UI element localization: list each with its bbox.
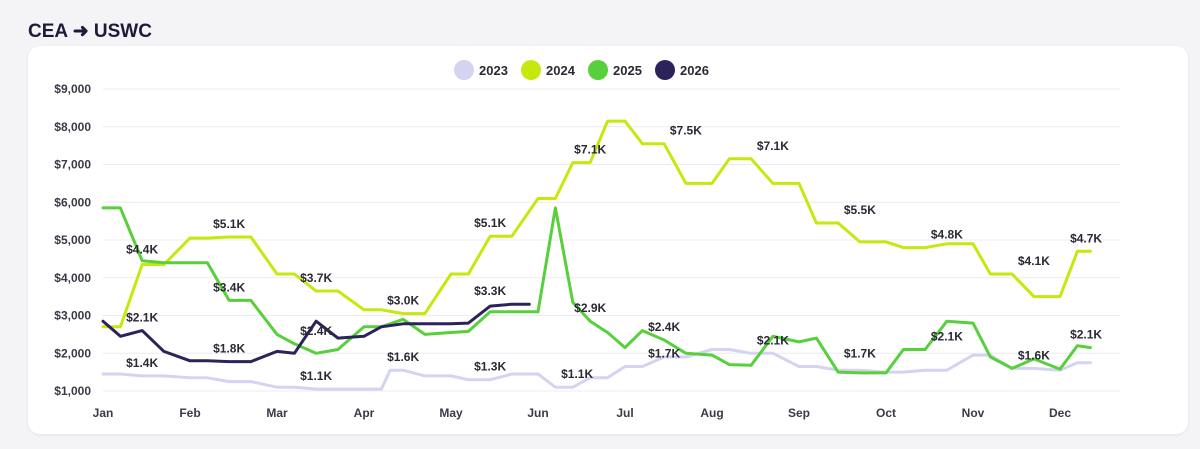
data-labels: $4.4K $2.1K $1.4K $5.1K $3.4K $1.8K $3.7K $2.4K… bbox=[126, 124, 1102, 383]
data-label: $1.8K bbox=[213, 342, 245, 356]
y-tick-label: $6,000 bbox=[54, 195, 91, 209]
data-label: $5.1K bbox=[213, 217, 245, 231]
y-tick-label: $8,000 bbox=[54, 120, 91, 134]
legend-swatch bbox=[521, 60, 541, 80]
data-label: $1.3K bbox=[474, 360, 506, 374]
x-tick-label: May bbox=[439, 406, 463, 420]
data-label: $2.9K bbox=[574, 301, 606, 315]
data-label: $1.6K bbox=[1018, 348, 1050, 362]
legend-item-2025[interactable]: 2025 bbox=[588, 60, 642, 80]
data-label: $3.7K bbox=[300, 271, 332, 285]
x-axis: Jan Feb Mar Apr May Jun Jul Aug Sep Oct Nov Dec bbox=[93, 406, 1072, 420]
legend-swatch bbox=[588, 60, 608, 80]
data-label: $5.1K bbox=[474, 216, 506, 230]
data-label: $7.1K bbox=[574, 143, 606, 157]
data-label: $4.8K bbox=[931, 228, 963, 242]
legend-label: 2025 bbox=[613, 63, 642, 78]
y-tick-label: $2,000 bbox=[54, 346, 91, 360]
data-label: $2.1K bbox=[1070, 328, 1102, 342]
x-tick-label: Feb bbox=[179, 406, 200, 420]
x-tick-label: Jun bbox=[527, 406, 548, 420]
data-label: $1.7K bbox=[648, 346, 680, 360]
series-line-2024 bbox=[101, 119, 1092, 329]
series-lines bbox=[101, 119, 1092, 391]
x-tick-label: Oct bbox=[876, 406, 896, 420]
data-label: $3.3K bbox=[474, 284, 506, 298]
legend-item-2023[interactable]: 2023 bbox=[454, 60, 508, 80]
x-tick-label: Jan bbox=[93, 406, 114, 420]
legend-swatch bbox=[655, 60, 675, 80]
data-label: $2.1K bbox=[757, 333, 789, 347]
x-tick-label: Nov bbox=[962, 406, 985, 420]
data-label: $1.4K bbox=[126, 356, 158, 370]
data-label: $2.4K bbox=[648, 320, 680, 334]
data-label: $1.1K bbox=[300, 369, 332, 383]
data-label: $4.7K bbox=[1070, 231, 1102, 245]
y-tick-label: $9,000 bbox=[54, 82, 91, 96]
legend-label: 2023 bbox=[479, 63, 508, 78]
y-tick-label: $7,000 bbox=[54, 158, 91, 172]
data-label: $3.4K bbox=[213, 280, 245, 294]
x-tick-label: Dec bbox=[1049, 406, 1071, 420]
data-label: $2.1K bbox=[126, 311, 158, 325]
legend-label: 2024 bbox=[546, 63, 576, 78]
line-chart: $1,000 $2,000 $3,000 $4,000 $5,000 $6,000 $7,0… bbox=[54, 60, 1120, 420]
y-tick-label: $3,000 bbox=[54, 309, 91, 323]
data-label: $1.1K bbox=[561, 367, 593, 381]
legend-swatch bbox=[454, 60, 474, 80]
series-line-2023 bbox=[101, 348, 1092, 391]
data-label: $7.5K bbox=[670, 124, 702, 138]
x-tick-label: Apr bbox=[354, 406, 375, 420]
x-tick-label: Mar bbox=[266, 406, 288, 420]
x-tick-label: Jul bbox=[616, 406, 633, 420]
legend-item-2026[interactable]: 2026 bbox=[655, 60, 709, 80]
chart-card: $1,000 $2,000 $3,000 $4,000 $5,000 $6,000 $7,0… bbox=[28, 46, 1188, 434]
data-label: $4.1K bbox=[1018, 254, 1050, 268]
series-line-2026 bbox=[101, 302, 531, 364]
data-label: $1.6K bbox=[387, 350, 419, 364]
data-label: $1.7K bbox=[844, 346, 876, 360]
x-tick-label: Sep bbox=[788, 406, 810, 420]
y-axis: $1,000 $2,000 $3,000 $4,000 $5,000 $6,000 $7,0… bbox=[54, 82, 91, 398]
data-label: $4.4K bbox=[126, 243, 158, 257]
data-label: $3.0K bbox=[387, 294, 419, 308]
series-line-2025 bbox=[101, 206, 1092, 375]
y-tick-label: $5,000 bbox=[54, 233, 91, 247]
y-tick-label: $4,000 bbox=[54, 271, 91, 285]
x-tick-label: Aug bbox=[700, 406, 723, 420]
data-label: $2.4K bbox=[300, 324, 332, 338]
grid-lines bbox=[103, 88, 1120, 392]
data-label: $7.1K bbox=[757, 139, 789, 153]
legend-label: 2026 bbox=[680, 63, 709, 78]
legend: 2023 2024 2025 2026 bbox=[454, 60, 709, 80]
page-title: CEA ➜ USWC bbox=[28, 21, 152, 42]
data-label: $2.1K bbox=[931, 329, 963, 343]
y-tick-label: $1,000 bbox=[54, 384, 91, 398]
data-label: $5.5K bbox=[844, 203, 876, 217]
legend-item-2024[interactable]: 2024 bbox=[521, 60, 576, 80]
